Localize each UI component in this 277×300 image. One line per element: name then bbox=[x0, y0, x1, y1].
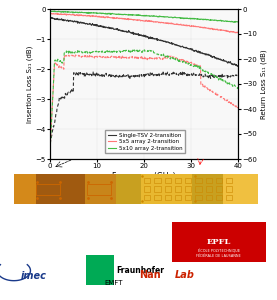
Bar bbox=[86, 256, 114, 285]
Bar bbox=[196, 186, 202, 192]
Bar bbox=[155, 195, 161, 200]
Bar bbox=[185, 178, 191, 183]
Bar bbox=[175, 178, 181, 183]
Y-axis label: Return Loss S₁₁ (dB): Return Loss S₁₁ (dB) bbox=[260, 49, 266, 119]
Bar bbox=[165, 195, 171, 200]
FancyBboxPatch shape bbox=[84, 174, 116, 204]
Text: ÉCOLE POLYTECHNIQUE
FÉDÉRALE DE LAUSANNE: ÉCOLE POLYTECHNIQUE FÉDÉRALE DE LAUSANNE bbox=[196, 249, 241, 258]
Text: Nan: Nan bbox=[139, 270, 161, 280]
Bar bbox=[165, 186, 171, 192]
Bar bbox=[206, 186, 212, 192]
FancyBboxPatch shape bbox=[116, 174, 141, 204]
Bar bbox=[155, 186, 161, 192]
Bar bbox=[196, 195, 202, 200]
Bar bbox=[206, 195, 212, 200]
Bar bbox=[175, 186, 181, 192]
FancyBboxPatch shape bbox=[14, 174, 36, 204]
Bar bbox=[87, 184, 111, 195]
Bar bbox=[185, 195, 191, 200]
Bar bbox=[155, 178, 161, 183]
Bar bbox=[196, 178, 202, 183]
Bar bbox=[226, 195, 232, 200]
Bar bbox=[226, 186, 232, 192]
Bar bbox=[172, 222, 266, 262]
Bar bbox=[216, 178, 222, 183]
FancyBboxPatch shape bbox=[192, 174, 224, 204]
FancyBboxPatch shape bbox=[141, 174, 192, 204]
Y-axis label: Insertion Loss S₂₁ (dB): Insertion Loss S₂₁ (dB) bbox=[26, 45, 32, 123]
X-axis label: Frequency (GHz): Frequency (GHz) bbox=[112, 172, 176, 181]
Bar bbox=[144, 178, 150, 183]
Bar bbox=[165, 178, 171, 183]
Bar bbox=[144, 186, 150, 192]
Bar bbox=[36, 184, 60, 195]
FancyBboxPatch shape bbox=[36, 174, 84, 204]
Bar bbox=[185, 186, 191, 192]
Bar bbox=[226, 178, 232, 183]
Text: imec: imec bbox=[20, 272, 46, 281]
FancyBboxPatch shape bbox=[224, 174, 258, 204]
Legend: Single-TSV 2-transition, 5x5 array 2-transition, 5x10 array 2-transition: Single-TSV 2-transition, 5x5 array 2-tra… bbox=[105, 130, 184, 153]
Text: Lab: Lab bbox=[175, 270, 194, 280]
Text: EMFT: EMFT bbox=[104, 280, 123, 286]
Bar bbox=[144, 195, 150, 200]
Bar bbox=[216, 195, 222, 200]
Text: Fraunhofer: Fraunhofer bbox=[116, 266, 164, 275]
Bar bbox=[206, 178, 212, 183]
Text: EPFL: EPFL bbox=[207, 238, 231, 246]
Bar bbox=[175, 195, 181, 200]
Bar bbox=[216, 186, 222, 192]
